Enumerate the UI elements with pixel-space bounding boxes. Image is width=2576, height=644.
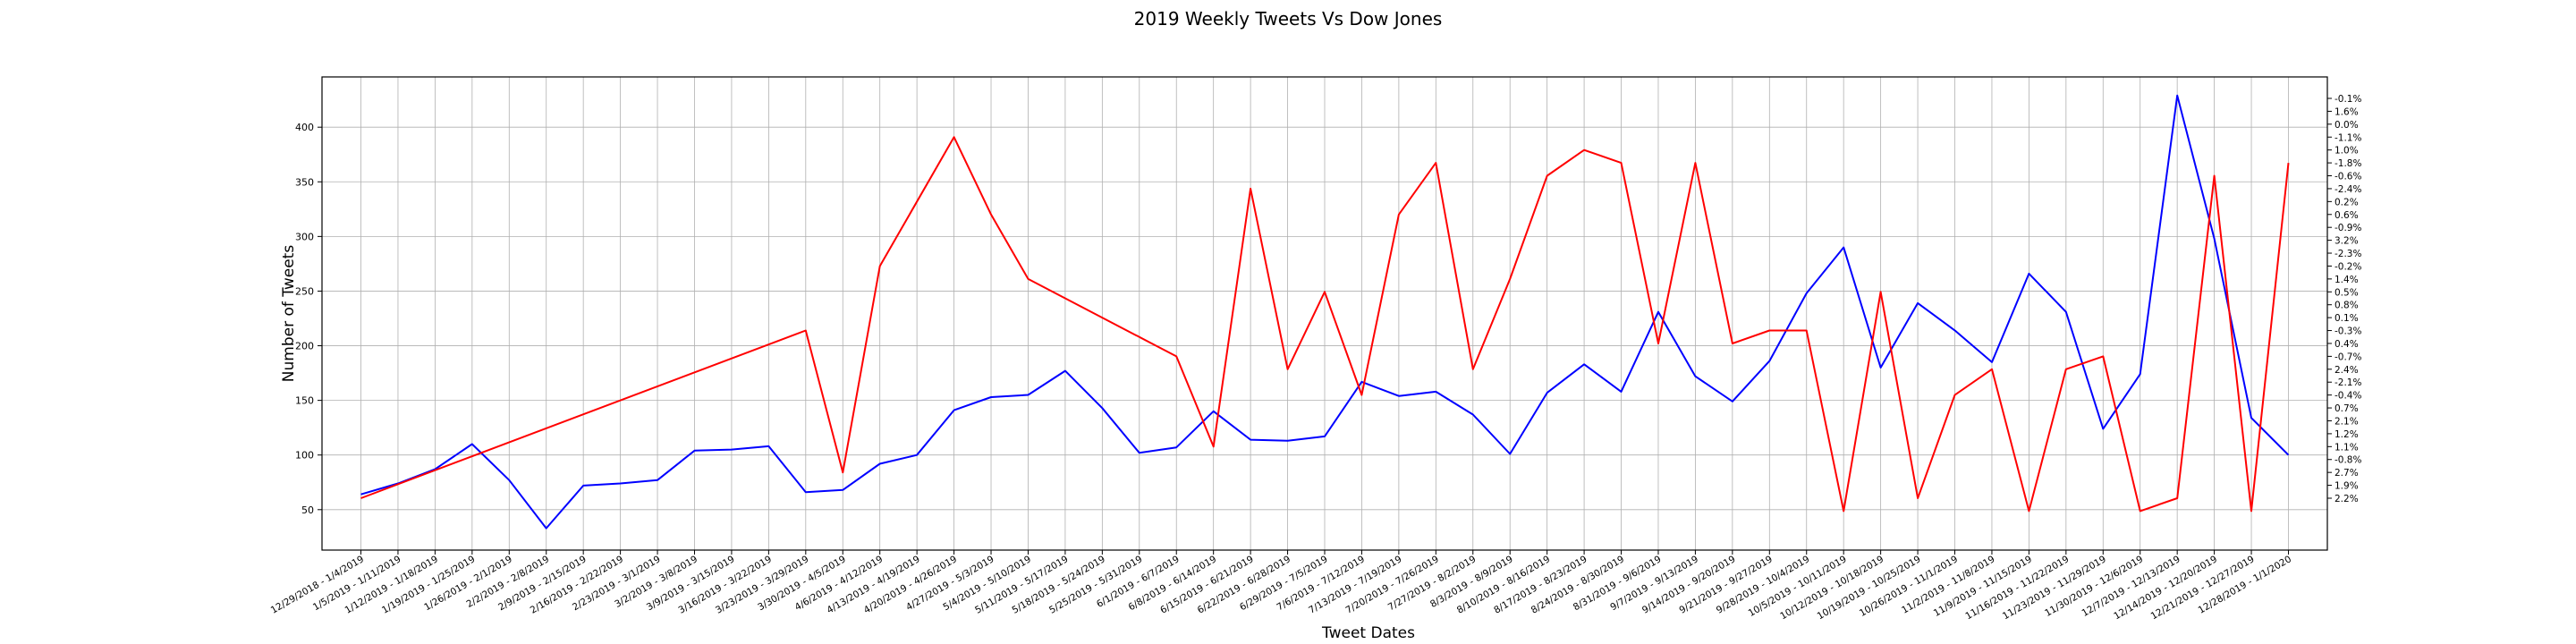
right-y-tick-label: 1.0% bbox=[2334, 146, 2359, 157]
right-y-tick-label: -0.8% bbox=[2334, 455, 2361, 466]
right-y-tick-label: 2.1% bbox=[2334, 416, 2359, 427]
right-y-tick-label: 2.2% bbox=[2334, 494, 2359, 504]
y-tick-label: 300 bbox=[295, 231, 314, 242]
right-y-tick-label: -0.6% bbox=[2334, 172, 2361, 182]
right-y-tick-label: -0.1% bbox=[2334, 94, 2361, 105]
y-tick-label: 50 bbox=[301, 504, 314, 516]
chart-title: 2019 Weekly Tweets Vs Dow Jones bbox=[1134, 8, 1443, 30]
y-tick-label: 250 bbox=[295, 285, 314, 297]
right-y-tick-label: -0.7% bbox=[2334, 352, 2361, 362]
right-y-tick-label: -1.1% bbox=[2334, 132, 2361, 143]
right-y-tick-label: 0.2% bbox=[2334, 197, 2359, 208]
right-y-tick-label: 1.4% bbox=[2334, 275, 2359, 285]
x-axis-label: Tweet Dates bbox=[1321, 624, 1415, 642]
right-y-tick-label: -1.8% bbox=[2334, 158, 2361, 169]
y-tick-label: 100 bbox=[295, 450, 314, 462]
y-axis-right: 2.2% 1.9% 2.7% -0.8% 1.1% 1.2% 2.1% 0.7%-0.4% -2… bbox=[2327, 94, 2361, 504]
right-y-tick-label: 1.9% bbox=[2334, 481, 2359, 492]
right-y-tick-label: -2.3% bbox=[2334, 249, 2361, 259]
right-y-tick-label: 0.6% bbox=[2334, 210, 2359, 221]
y-tick-label: 350 bbox=[295, 176, 314, 188]
right-y-tick-label: 0.8% bbox=[2334, 301, 2359, 311]
right-y-tick-label: 2.4% bbox=[2334, 365, 2359, 376]
right-y-tick-label: -0.3% bbox=[2334, 326, 2361, 337]
y-axis-left: 50 100 150 200 250 300 350 400 bbox=[295, 122, 322, 516]
grid bbox=[322, 77, 2327, 550]
right-y-tick-label: 1.6% bbox=[2334, 106, 2359, 117]
y-axis-label: Number of Tweets bbox=[280, 245, 298, 383]
right-y-tick-label: -0.4% bbox=[2334, 391, 2361, 402]
right-y-tick-label: 0.1% bbox=[2334, 313, 2359, 324]
right-y-tick-label: 0.5% bbox=[2334, 287, 2359, 298]
right-y-tick-label: 3.2% bbox=[2334, 236, 2359, 247]
right-y-tick-label: 1.2% bbox=[2334, 429, 2359, 440]
y-tick-label: 150 bbox=[295, 395, 314, 407]
right-y-tick-label: 1.1% bbox=[2334, 442, 2359, 453]
series-layer bbox=[360, 94, 2290, 530]
right-y-tick-label: -0.2% bbox=[2334, 261, 2361, 272]
right-y-tick-label: -2.1% bbox=[2334, 377, 2361, 388]
right-y-tick-label: 0.0% bbox=[2334, 120, 2359, 131]
y-tick-label: 400 bbox=[295, 122, 314, 133]
right-y-tick-label: 2.7% bbox=[2334, 468, 2359, 479]
right-y-tick-label: 0.4% bbox=[2334, 339, 2359, 350]
series-line-0 bbox=[360, 94, 2290, 530]
right-y-tick-label: -2.4% bbox=[2334, 184, 2361, 195]
right-y-tick-label: -0.9% bbox=[2334, 223, 2361, 233]
y-tick-label: 200 bbox=[295, 341, 314, 352]
right-y-tick-label: 0.7% bbox=[2334, 403, 2359, 414]
series-line-1 bbox=[360, 136, 2290, 513]
